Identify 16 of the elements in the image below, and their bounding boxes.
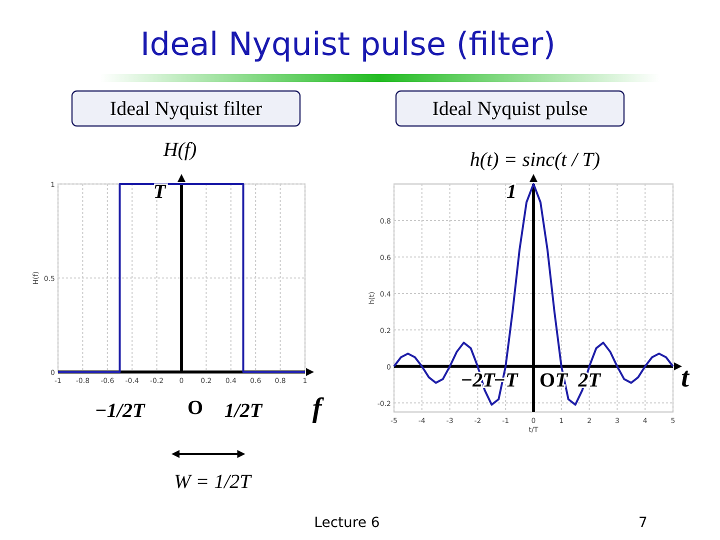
chart-title: Ideal Nyquist filter — [110, 98, 262, 120]
text: Ideal Nyquist pulse (filter) — [140, 25, 556, 63]
annotation: 1/2T — [224, 400, 263, 422]
text: H(f) — [162, 139, 197, 161]
text: Lecture 6 — [314, 515, 380, 531]
text: 7 — [638, 515, 648, 531]
annotation: −1/2T — [94, 400, 146, 422]
chart-title: Ideal Nyquist pulse — [432, 98, 588, 120]
annotation: O — [540, 369, 556, 392]
annotation: T — [153, 181, 166, 203]
annotation: f — [312, 393, 324, 424]
annotation: 1 — [506, 181, 516, 203]
text: O — [188, 397, 204, 419]
text: W = 1/2T — [174, 471, 253, 493]
text: h(t) = sinc(t / T) — [470, 149, 600, 171]
annotation: t — [681, 362, 690, 394]
